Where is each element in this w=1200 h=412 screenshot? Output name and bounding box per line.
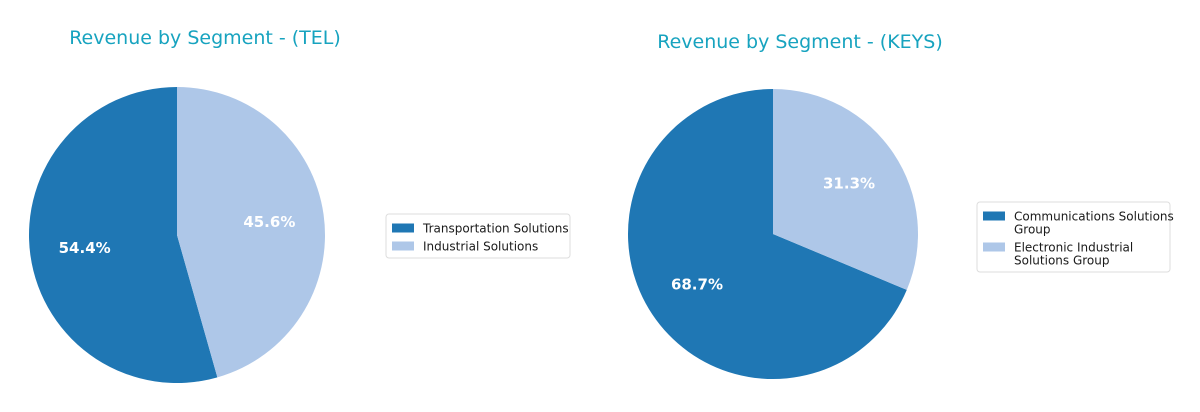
legend-swatch [392,223,414,233]
pie-slice [627,88,907,379]
legend: Communications Solutions Group Electronic … [976,201,1174,273]
legend-label: Electronic Industrial Solutions Group [1014,241,1133,268]
legend-swatch [983,242,1005,252]
legend-label: Transportation Solutions [422,222,569,236]
legend-swatch [392,241,414,251]
pie-chart-keys: Revenue by Segment - (KEYS) 68.7% 31.3% Com… [627,31,1174,379]
slice-percent-label: 45.6% [243,213,295,231]
legend-frame [385,213,571,259]
legend-frame [976,201,1171,273]
slice-percent-label: 31.3% [823,174,875,192]
slice-percent-label: 68.7% [671,276,723,294]
pie-slice [773,89,918,290]
legend-label: Industrial Solutions [423,240,538,254]
pie-slice [177,87,325,378]
legend: Transportation Solutions Industrial Solut… [385,213,571,259]
legend-swatch [983,211,1005,221]
chart-title: Revenue by Segment - (TEL) [69,27,341,49]
legend-label: Communications Solutions Group [1014,210,1174,237]
pie-chart-tel: Revenue by Segment - (TEL) 54.4% 45.6% Tran… [28,27,571,384]
slice-percent-label: 54.4% [59,239,111,257]
chart-title: Revenue by Segment - (KEYS) [657,31,943,53]
pie-slice [28,87,218,384]
